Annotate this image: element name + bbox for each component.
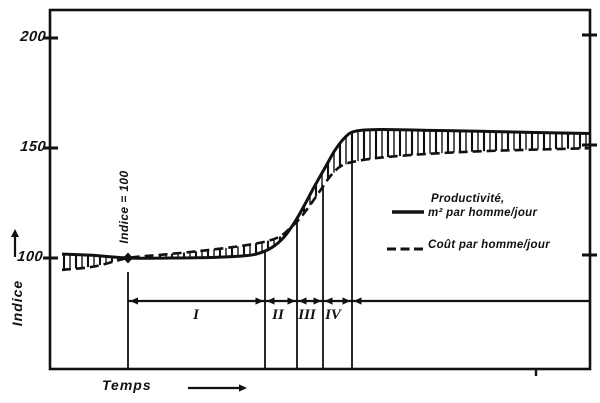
base-point xyxy=(123,252,133,264)
series-curves xyxy=(61,128,591,272)
x-axis-arrow xyxy=(188,384,247,392)
legend-productivite-line2: m² par homme/jour xyxy=(428,207,538,219)
base-point-annotation: Indice = 100 xyxy=(117,170,131,244)
y-tick-150: 150 xyxy=(19,139,47,155)
productivite-curve xyxy=(61,128,591,260)
hatch-fill xyxy=(62,129,587,270)
legend-productivite-line1: Productivité, xyxy=(431,193,505,205)
axis-ticks xyxy=(43,33,597,376)
x-axis-title: Temps xyxy=(102,377,152,393)
phase-boundary-lines xyxy=(127,163,353,369)
cout-curve xyxy=(61,146,591,272)
y-axis-title: Indice xyxy=(9,279,25,327)
phase-label-2: II xyxy=(272,307,284,323)
legend-cout-label: Coût par homme/jour xyxy=(428,239,550,251)
y-tick-100: 100 xyxy=(16,249,44,265)
base-point-marker xyxy=(123,252,133,264)
y-tick-200: 200 xyxy=(19,29,47,45)
plot-frame xyxy=(48,8,592,371)
legend-swatches xyxy=(387,210,425,251)
phase-label-4: IV xyxy=(325,307,341,323)
y-axis-arrow xyxy=(11,229,19,257)
phase-label-3: III xyxy=(298,307,316,323)
phase-label-1: I xyxy=(193,307,199,323)
phase-arrow-line xyxy=(128,297,590,305)
